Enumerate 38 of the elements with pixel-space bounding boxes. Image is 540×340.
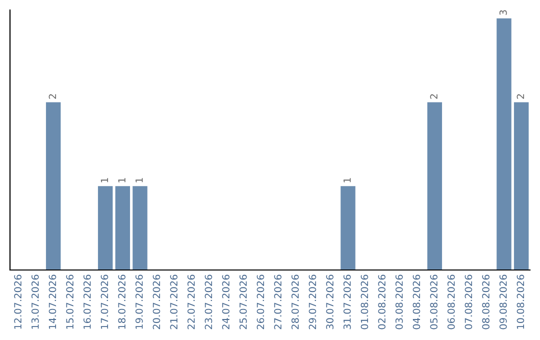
x-tick-label: 16.07.2026	[83, 274, 91, 329]
x-tick-label: 13.07.2026	[31, 274, 39, 329]
data-label: 3	[499, 10, 507, 15]
x-tick-label: 06.08.2026	[447, 274, 455, 330]
x-tick-label: 25.07.2026	[239, 274, 247, 330]
data-label: 1	[100, 178, 108, 182]
data-label: 2	[430, 94, 438, 99]
data-label: 1	[118, 178, 126, 182]
x-tick-label: 04.08.2026	[412, 274, 420, 330]
x-tick-label: 30.07.2026	[326, 274, 334, 330]
x-tick-label: 05.08.2026	[430, 274, 438, 330]
x-tick-label: 10.08.2026	[516, 274, 524, 329]
x-tick-label: 07.08.2026	[464, 274, 472, 330]
x-tick-label: 26.07.2026	[256, 274, 264, 330]
x-tick-label: 19.07.2026	[135, 274, 143, 329]
x-tick-label: 08.08.2026	[482, 274, 490, 330]
x-tick-label: 14.07.2026	[48, 274, 56, 329]
x-tick-label: 27.07.2026	[274, 274, 282, 330]
data-label: 2	[516, 94, 524, 99]
x-tick-label: 21.07.2026	[170, 274, 178, 330]
x-tick-label: 22.07.2026	[187, 274, 195, 330]
x-tick-label: 03.08.2026	[395, 274, 403, 330]
x-tick-label: 01.08.2026	[360, 274, 368, 330]
data-label: 2	[48, 94, 56, 99]
x-tick-label: 23.07.2026	[204, 274, 212, 330]
x-tick-label: 24.07.2026	[222, 274, 230, 330]
data-label: 1	[136, 178, 143, 182]
x-tick-label: 09.08.2026	[499, 274, 507, 330]
x-tick-label: 20.07.2026	[152, 274, 160, 330]
x-tick-label: 18.07.2026	[118, 274, 126, 329]
x-tick-label: 29.07.2026	[308, 274, 316, 330]
data-label: 1	[344, 178, 351, 182]
x-tick-label: 15.07.2026	[66, 274, 74, 329]
x-tick-label: 31.07.2026	[343, 274, 351, 330]
x-tick-label: 12.07.2026	[14, 274, 22, 329]
x-tick-label: 28.07.2026	[291, 274, 299, 330]
x-tick-label: 17.07.2026	[100, 274, 108, 329]
x-tick-label: 02.08.2026	[378, 274, 386, 330]
